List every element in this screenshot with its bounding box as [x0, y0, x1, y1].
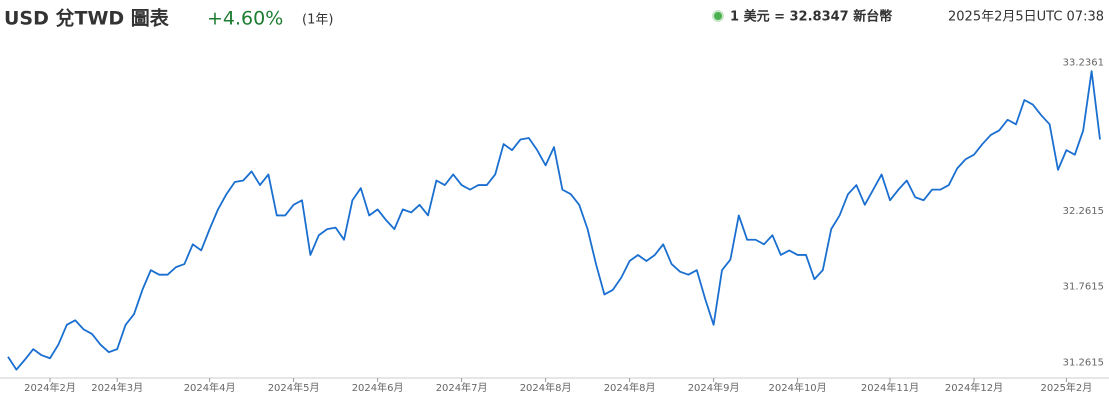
- x-tick-label: 2024年5月: [268, 381, 320, 394]
- x-tick-label: 2024年7月: [436, 381, 488, 394]
- period: (1年): [302, 13, 333, 28]
- y-tick-label: 31.7615: [1063, 282, 1104, 293]
- x-tick-label: 2025年2月: [1040, 381, 1092, 394]
- x-tick-label: 2024年8月: [520, 381, 572, 394]
- line: [7, 70, 1101, 371]
- timestamp: 2025年2月5日UTC 07:38: [948, 10, 1104, 25]
- change: +4.60%: [207, 8, 283, 30]
- x-tick-label: 2024年11月: [861, 381, 919, 394]
- x-tick-label: 2024年3月: [91, 381, 143, 394]
- x-tick-label: 2024年2月: [24, 381, 76, 394]
- x-tick-label: 2024年4月: [184, 381, 236, 394]
- live-dot: [712, 10, 724, 22]
- chart-title: USD 兌TWD 圖表: [4, 7, 170, 30]
- y-tick-label: 33.2361: [1063, 58, 1104, 69]
- x-tick-label: 2024年6月: [352, 381, 404, 394]
- x-tick-label: 2024年9月: [688, 381, 740, 394]
- x-tick-label: 2024年8月: [604, 381, 656, 394]
- y-tick-label: 32.2615: [1063, 206, 1104, 217]
- x-tick-label: 2024年10月: [769, 381, 827, 394]
- x-tick-label: 2024年12月: [945, 381, 1003, 394]
- rate: 1 美元 = 32.8347 新台幣: [730, 9, 892, 25]
- y-tick-label: 31.2615: [1063, 358, 1104, 369]
